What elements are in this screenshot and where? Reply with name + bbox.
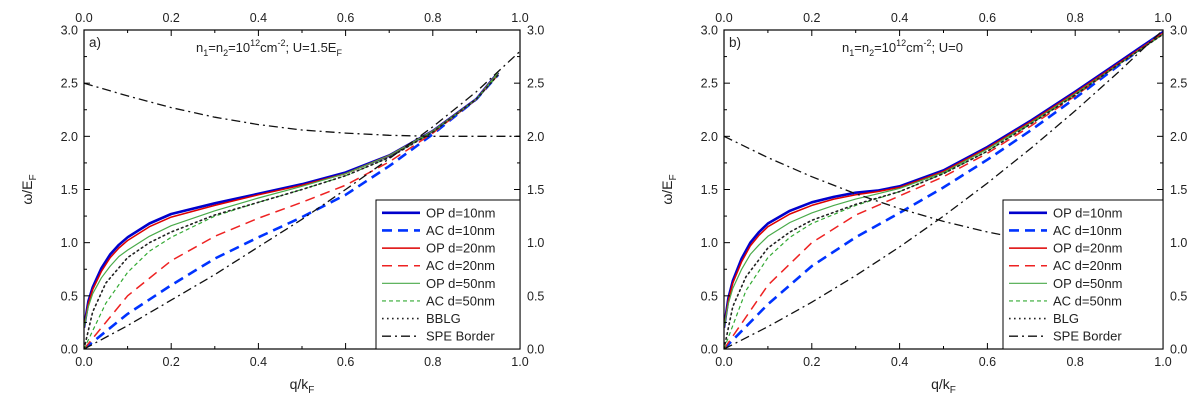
y-tick-label: 2.5	[701, 77, 718, 91]
y-axis-label: ω/EF	[19, 174, 39, 204]
series-line-ac-d-20nm	[84, 74, 499, 349]
x-tick-label-top: 0.2	[163, 11, 180, 25]
x-tick-label: 0.8	[424, 355, 441, 369]
y-tick-label-right: 1.0	[1170, 236, 1187, 250]
legend-label: AC d=10nm	[426, 223, 495, 238]
y-tick-label-right: 2.0	[1170, 130, 1187, 144]
y-tick-label: 3.0	[701, 24, 718, 38]
x-tick-label-top: 1.0	[511, 11, 528, 25]
legend-label: AC d=50nm	[426, 293, 495, 308]
panel-label: b)	[729, 35, 741, 50]
series-line-blg	[724, 33, 1163, 349]
x-axis-label: q/kF	[290, 376, 315, 396]
plot-area	[84, 50, 520, 349]
series-line-op-d-10nm	[724, 31, 1163, 328]
y-tick-label: 0.0	[61, 343, 78, 357]
series-line-op-d-20nm	[724, 32, 1163, 328]
series-line-ac-d-10nm	[724, 31, 1163, 349]
series-line-spe-border	[84, 50, 520, 349]
legend-label: OP d=20nm	[426, 241, 496, 256]
chart-panel-b: 0.00.00.20.20.40.40.60.60.80.81.01.00.0 0…	[659, 11, 1187, 396]
legend: OP d=10nm AC d=10nm OP d=20nm AC d=20nm OP d…	[1002, 199, 1164, 350]
y-tick-label-right: 1.5	[527, 183, 544, 197]
legend-label: OP d=10nm	[426, 205, 496, 220]
chart-panel-a: 0.00.00.20.20.40.40.60.60.80.81.01.00.0 0…	[19, 11, 544, 396]
y-tick-label-right: 3.0	[527, 24, 544, 38]
x-tick-label: 0.0	[715, 355, 732, 369]
x-tick-label: 0.0	[75, 355, 92, 369]
y-tick-label: 2.0	[701, 130, 718, 144]
annotation-text: n1=n2=1012cm-2; U=1.5EF	[196, 38, 342, 58]
legend-label: AC d=20nm	[426, 258, 495, 273]
x-tick-label-top: 0.2	[803, 11, 820, 25]
legend-label: OP d=50nm	[1053, 276, 1123, 291]
x-tick-label-top: 0.6	[337, 11, 354, 25]
y-axis-label: ω/EF	[659, 174, 679, 204]
x-tick-label: 0.4	[891, 355, 908, 369]
series-line-op-d-50nm	[724, 33, 1163, 328]
legend-label: BLG	[1053, 311, 1079, 326]
x-tick-label: 0.6	[337, 355, 354, 369]
x-tick-label: 1.0	[511, 355, 528, 369]
x-tick-label-top: 0.6	[979, 11, 996, 25]
x-tick-label: 0.8	[1067, 355, 1084, 369]
legend-label: OP d=10nm	[1053, 205, 1123, 220]
legend-box	[1002, 199, 1164, 350]
annotation-text: n1=n2=1012cm-2; U=0	[842, 38, 963, 58]
legend-label: BBLG	[426, 311, 461, 326]
legend-label: OP d=20nm	[1053, 241, 1123, 256]
legend-label: AC d=10nm	[1053, 223, 1122, 238]
y-tick-label-right: 1.0	[527, 236, 544, 250]
x-tick-label: 0.2	[163, 355, 180, 369]
x-tick-label: 0.4	[250, 355, 267, 369]
y-tick-label: 0.5	[701, 289, 718, 303]
y-tick-label-right: 2.5	[1170, 77, 1187, 91]
panel-label: a)	[89, 35, 101, 50]
legend-box	[375, 199, 521, 350]
legend-label: SPE Border	[426, 329, 495, 344]
x-tick-label-top: 0.4	[891, 11, 908, 25]
legend-label: AC d=50nm	[1053, 293, 1122, 308]
y-tick-label-right: 1.5	[1170, 183, 1187, 197]
y-tick-label-right: 0.0	[527, 343, 544, 357]
y-tick-label: 2.0	[61, 130, 78, 144]
y-tick-label-right: 0.0	[1170, 343, 1187, 357]
series-line-op-d-50nm	[84, 72, 499, 328]
x-tick-label: 0.6	[979, 355, 996, 369]
y-tick-label: 0.0	[701, 343, 718, 357]
y-tick-label-right: 0.5	[527, 289, 544, 303]
x-tick-label-top: 0.0	[75, 11, 92, 25]
x-tick-label-top: 0.0	[715, 11, 732, 25]
x-tick-label-top: 0.8	[1067, 11, 1084, 25]
y-tick-label: 1.0	[701, 236, 718, 250]
series-line-spe-border	[724, 30, 1163, 349]
x-tick-label: 0.2	[803, 355, 820, 369]
x-tick-label-top: 0.8	[424, 11, 441, 25]
y-tick-label: 1.5	[61, 183, 78, 197]
y-tick-label-right: 3.0	[1170, 24, 1187, 38]
x-tick-label: 1.0	[1154, 355, 1171, 369]
y-tick-label-right: 2.0	[527, 130, 544, 144]
y-tick-label-right: 2.5	[527, 77, 544, 91]
x-tick-label-top: 1.0	[1154, 11, 1171, 25]
y-tick-label: 2.5	[61, 77, 78, 91]
y-tick-label: 1.0	[61, 236, 78, 250]
y-tick-label-right: 0.5	[1170, 289, 1187, 303]
legend: OP d=10nm AC d=10nm OP d=20nm AC d=20nm OP d…	[375, 199, 521, 350]
x-tick-label-top: 0.4	[250, 11, 267, 25]
legend-label: AC d=20nm	[1053, 258, 1122, 273]
x-axis-label: q/kF	[931, 376, 956, 396]
series-line-ac-d-20nm	[724, 32, 1163, 349]
legend-label: OP d=50nm	[426, 276, 496, 291]
y-tick-label: 3.0	[61, 24, 78, 38]
y-tick-label: 0.5	[61, 289, 78, 303]
series-line-plasmon-border	[84, 82, 520, 137]
y-tick-label: 1.5	[701, 183, 718, 197]
plot-area	[724, 30, 1163, 349]
legend-label: SPE Border	[1053, 329, 1122, 344]
